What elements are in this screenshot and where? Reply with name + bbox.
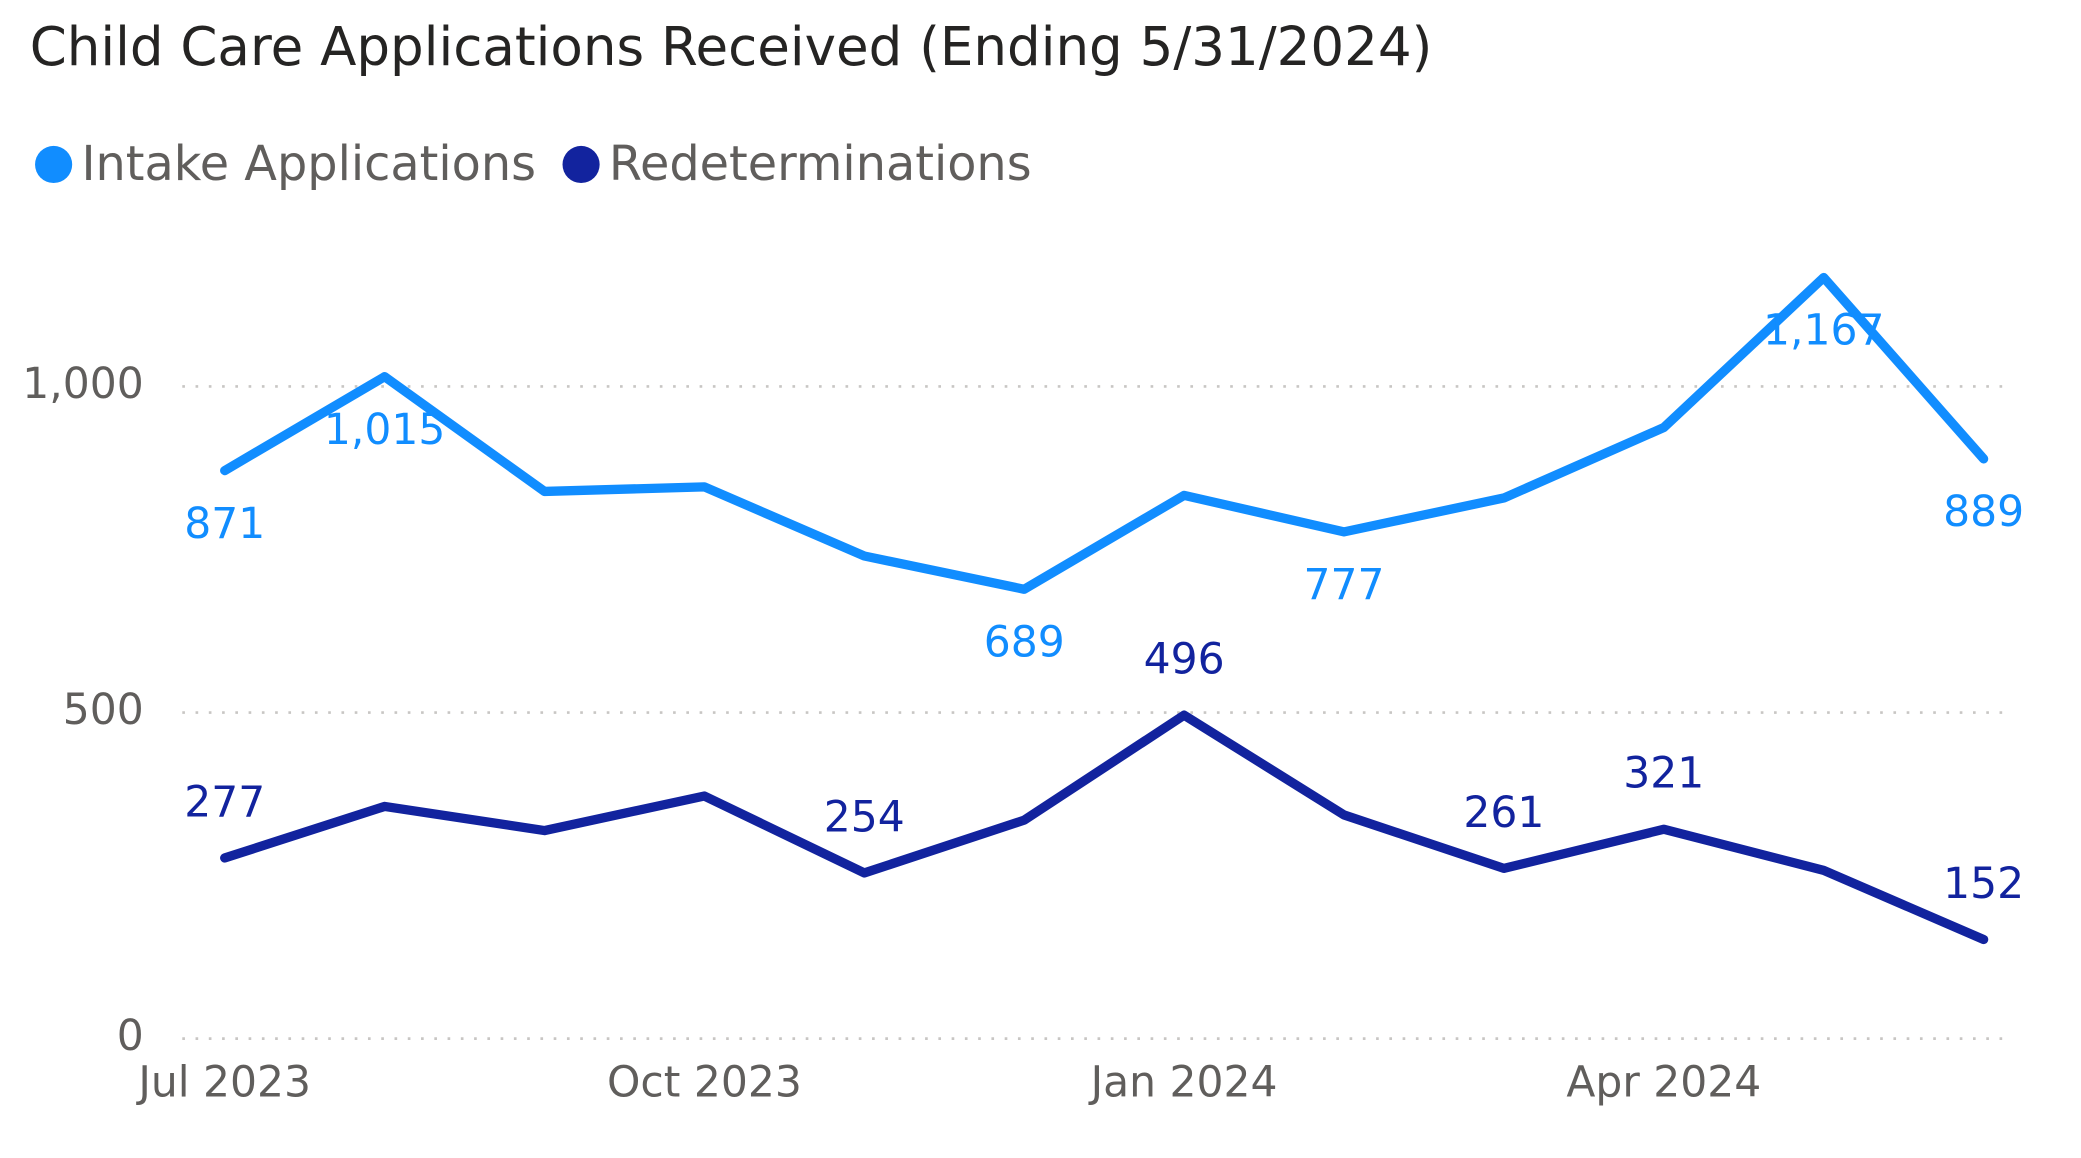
data-label: 871: [184, 500, 265, 549]
legend-label: Intake Applications: [81, 137, 536, 192]
data-label: 889: [1943, 488, 2024, 537]
y-tick-label: 0: [117, 1012, 144, 1061]
series-line: [220, 272, 1989, 594]
y-tick-label: 1,000: [22, 360, 143, 409]
data-label: 261: [1463, 789, 1544, 838]
data-label: 321: [1623, 750, 1704, 799]
data-label: 152: [1943, 860, 2024, 909]
x-tick-label: Jul 2023: [135, 1059, 311, 1108]
legend-marker: [35, 145, 73, 184]
chart-title: Child Care Applications Received (Ending…: [30, 16, 1433, 78]
series-line: [220, 710, 1989, 945]
data-label: 277: [184, 778, 265, 827]
data-label: 1,015: [324, 406, 446, 455]
x-tick-label: Oct 2023: [607, 1059, 802, 1108]
legend-marker: [562, 145, 600, 184]
data-label: 689: [984, 618, 1065, 667]
legend-label: Redeterminations: [609, 137, 1032, 192]
data-label: 1,167: [1763, 307, 1885, 356]
x-tick-label: Apr 2024: [1566, 1059, 1761, 1108]
x-tick-label: Jan 2024: [1088, 1059, 1278, 1108]
data-label: 496: [1144, 636, 1225, 685]
data-label: 254: [824, 793, 905, 842]
data-label: 777: [1304, 561, 1385, 610]
y-tick-label: 500: [63, 686, 144, 735]
